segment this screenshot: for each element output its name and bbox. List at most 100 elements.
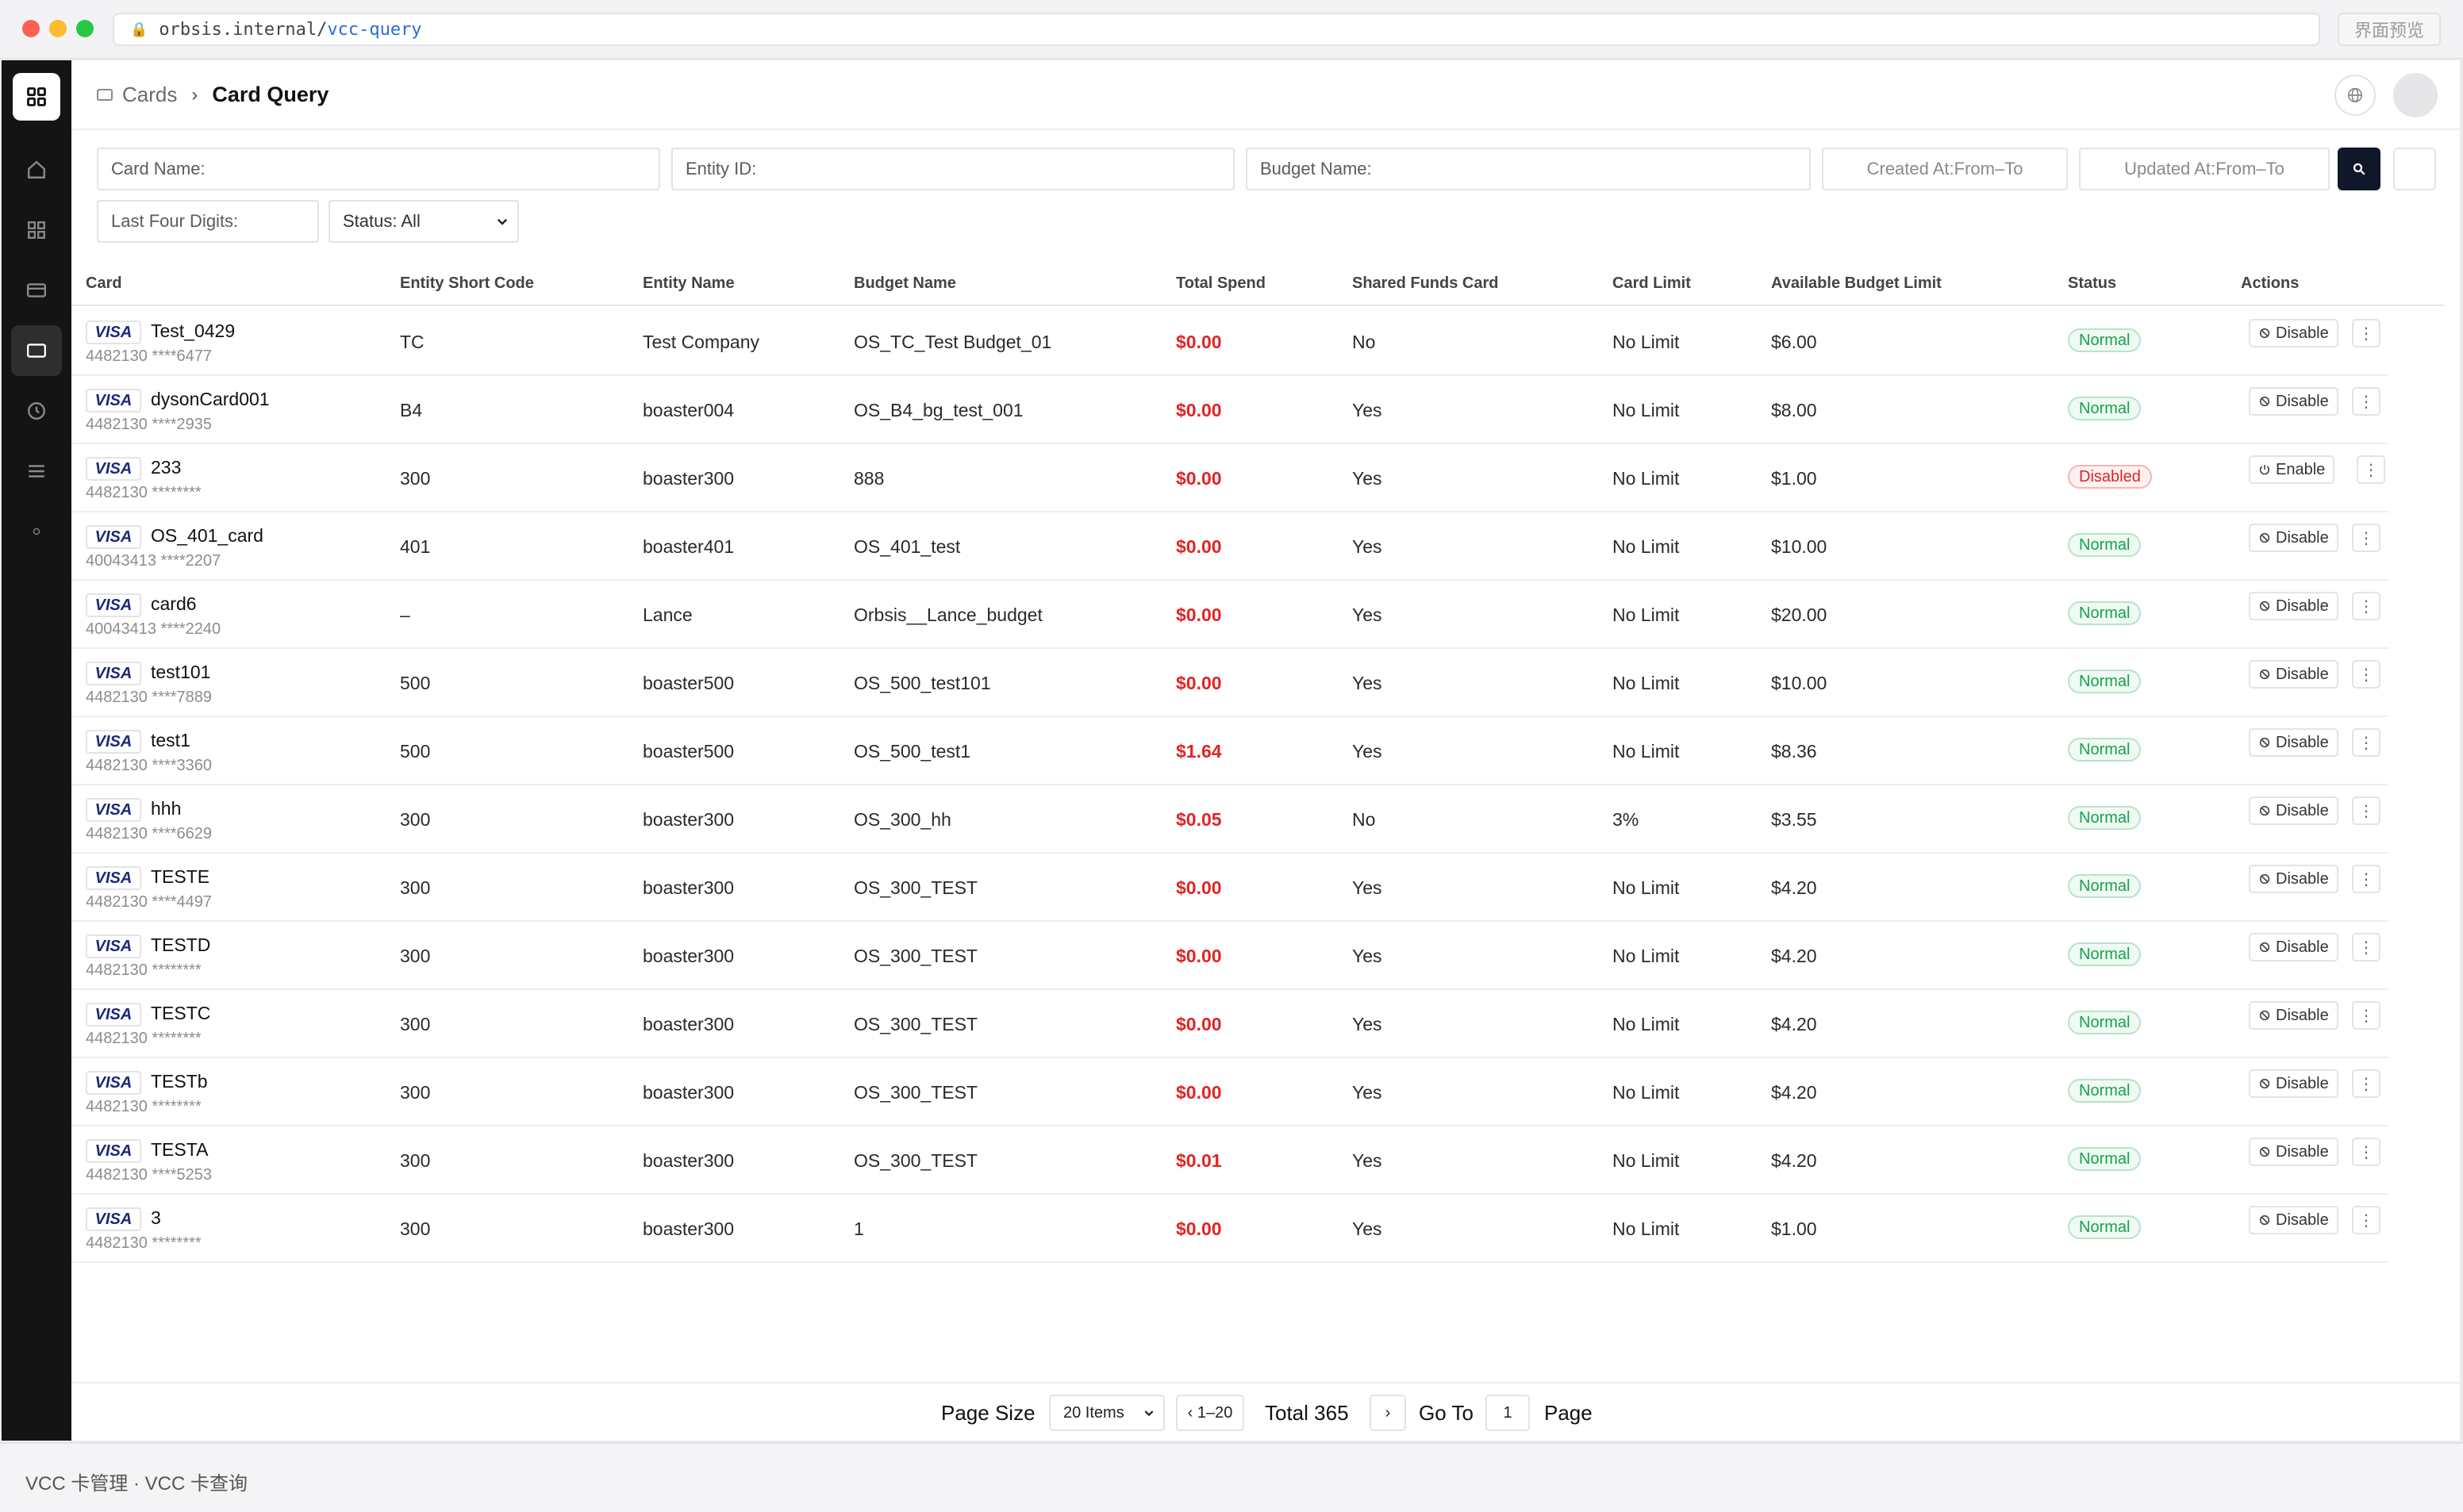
entity-id-field[interactable]: [686, 159, 1233, 179]
card-name-field[interactable]: [111, 159, 659, 179]
created-at-range[interactable]: Created At:From–To: [1822, 148, 2068, 190]
column-header-card[interactable]: Card: [86, 274, 122, 292]
minimize-window-button[interactable]: [49, 20, 67, 37]
column-header-card-limit[interactable]: Card Limit: [1612, 274, 1691, 292]
column-header-budget-name[interactable]: Budget Name: [854, 274, 956, 292]
search-button[interactable]: [2338, 148, 2380, 190]
table-row[interactable]: VISA 3 4482130 ******** 300 boaster300 1 $0.00…: [71, 1195, 2388, 1263]
card-name[interactable]: 3: [151, 1207, 161, 1228]
last-four-input[interactable]: [97, 200, 319, 243]
menu-icon[interactable]: [11, 446, 62, 497]
app-grid-icon[interactable]: [13, 73, 60, 121]
card-name[interactable]: card6: [151, 593, 197, 614]
avatar[interactable]: [2393, 73, 2438, 117]
enable-button[interactable]: Enable: [2249, 455, 2335, 484]
page-size-label: Page Size: [941, 1401, 1036, 1425]
table-row[interactable]: VISA TESTC 4482130 ******** 300 boaster300 OS…: [71, 990, 2388, 1058]
column-header-available-budget-limit[interactable]: Available Budget Limit: [1771, 274, 1942, 292]
more-icon[interactable]: ⋮: [2352, 728, 2380, 757]
updated-at-range[interactable]: Updated At:From–To: [2079, 148, 2330, 190]
card-name[interactable]: test1: [151, 730, 190, 750]
table-row[interactable]: VISA TESTE 4482130 ****4497 300 boaster300 OS…: [71, 854, 2388, 922]
more-icon[interactable]: ⋮: [2352, 524, 2380, 552]
more-icon[interactable]: ⋮: [2352, 933, 2380, 961]
breadcrumb-parent[interactable]: Cards: [122, 83, 178, 106]
dot-icon[interactable]: [11, 506, 62, 557]
table-row[interactable]: VISA TESTb 4482130 ******** 300 boaster300 OS…: [71, 1058, 2388, 1126]
card-name-input[interactable]: [97, 148, 660, 190]
more-icon[interactable]: ⋮: [2352, 387, 2380, 416]
status-badge: Normal: [2068, 670, 2142, 693]
table-row[interactable]: VISA card6 40043413 ****2240 – Lance Orbsis__…: [71, 581, 2388, 649]
last-four-field[interactable]: [111, 211, 317, 232]
disable-button[interactable]: Disable: [2249, 1001, 2338, 1030]
close-window-button[interactable]: [22, 20, 40, 37]
entity-id-input[interactable]: [671, 148, 1235, 190]
card-name[interactable]: TESTb: [151, 1071, 208, 1092]
prev-page-button[interactable]: ‹ 1–20: [1176, 1395, 1244, 1431]
home-icon[interactable]: [11, 144, 62, 195]
column-header-entity-short-code[interactable]: Entity Short Code: [400, 274, 534, 292]
disable-button[interactable]: Disable: [2249, 1138, 2338, 1166]
more-icon[interactable]: ⋮: [2352, 660, 2380, 689]
card-name[interactable]: TESTC: [151, 1003, 211, 1023]
table-row[interactable]: VISA TESTA 4482130 ****5253 300 boaster300 OS…: [71, 1126, 2388, 1195]
table-row[interactable]: VISA TESTD 4482130 ******** 300 boaster300 OS…: [71, 922, 2388, 990]
more-icon[interactable]: ⋮: [2357, 455, 2385, 484]
clock-icon[interactable]: [11, 386, 62, 436]
address-bar[interactable]: 🔒 orbsis.internal/vcc-query: [113, 13, 2320, 46]
card-name[interactable]: dysonCard001: [151, 389, 270, 409]
goto-page-input[interactable]: 1: [1485, 1395, 1530, 1431]
table-row[interactable]: VISA hhh 4482130 ****6629 300 boaster300 OS_3…: [71, 785, 2388, 854]
more-icon[interactable]: ⋮: [2352, 1206, 2380, 1234]
disable-button[interactable]: Disable: [2249, 865, 2338, 893]
card-name[interactable]: 233: [151, 457, 182, 478]
table-row[interactable]: VISA Test_0429 4482130 ****6477 TC Test Comp…: [71, 308, 2388, 376]
card-name[interactable]: hhh: [151, 798, 182, 819]
card-name[interactable]: test101: [151, 662, 211, 682]
card-name[interactable]: TESTE: [151, 866, 210, 887]
credit-card-icon[interactable]: [11, 265, 62, 316]
column-header-shared-funds-card[interactable]: Shared Funds Card: [1352, 274, 1499, 292]
grid-icon[interactable]: [11, 205, 62, 255]
disable-button[interactable]: Disable: [2249, 1206, 2338, 1234]
status-select[interactable]: Status: All: [329, 200, 519, 243]
column-header-status[interactable]: Status: [2068, 274, 2117, 292]
table-row[interactable]: VISA 233 4482130 ******** 300 boaster300 888 $…: [71, 444, 2388, 512]
maximize-window-button[interactable]: [76, 20, 94, 37]
table-row[interactable]: VISA test101 4482130 ****7889 500 boaster500…: [71, 649, 2388, 717]
preview-button[interactable]: 界面预览: [2338, 13, 2441, 46]
more-icon[interactable]: ⋮: [2352, 592, 2380, 620]
disable-button[interactable]: Disable: [2249, 524, 2338, 552]
globe-icon[interactable]: [2334, 75, 2376, 116]
column-header-entity-name[interactable]: Entity Name: [643, 274, 735, 292]
table-row[interactable]: VISA dysonCard001 4482130 ****2935 B4 boaste…: [71, 376, 2388, 444]
disable-button[interactable]: Disable: [2249, 728, 2338, 757]
disable-button[interactable]: Disable: [2249, 1069, 2338, 1098]
disable-button[interactable]: Disable: [2249, 387, 2338, 416]
column-header-total-spend[interactable]: Total Spend: [1176, 274, 1266, 292]
more-icon[interactable]: ⋮: [2352, 1001, 2380, 1030]
reset-button[interactable]: [2393, 148, 2436, 190]
table-row[interactable]: VISA test1 4482130 ****3360 500 boaster500 OS…: [71, 717, 2388, 785]
table-row[interactable]: VISA OS_401_card 40043413 ****2207 401 boast…: [71, 512, 2388, 581]
more-icon[interactable]: ⋮: [2352, 1138, 2380, 1166]
card-name[interactable]: OS_401_card: [151, 525, 263, 546]
more-icon[interactable]: ⋮: [2352, 796, 2380, 825]
page-size-select[interactable]: 20 Items: [1049, 1395, 1165, 1431]
more-icon[interactable]: ⋮: [2352, 1069, 2380, 1098]
next-page-button[interactable]: ›: [1370, 1395, 1406, 1431]
budget-name-input[interactable]: [1246, 148, 1811, 190]
more-icon[interactable]: ⋮: [2352, 865, 2380, 893]
disable-button[interactable]: Disable: [2249, 796, 2338, 825]
disable-button[interactable]: Disable: [2249, 933, 2338, 961]
budget-name-field[interactable]: [1260, 159, 1809, 179]
disable-button[interactable]: Disable: [2249, 660, 2338, 689]
card-icon[interactable]: [11, 325, 62, 376]
disable-button[interactable]: Disable: [2249, 592, 2338, 620]
more-icon[interactable]: ⋮: [2352, 319, 2380, 347]
card-name[interactable]: TESTD: [151, 934, 211, 955]
card-name[interactable]: Test_0429: [151, 320, 236, 341]
card-name[interactable]: TESTA: [151, 1139, 209, 1160]
disable-button[interactable]: Disable: [2249, 319, 2338, 347]
